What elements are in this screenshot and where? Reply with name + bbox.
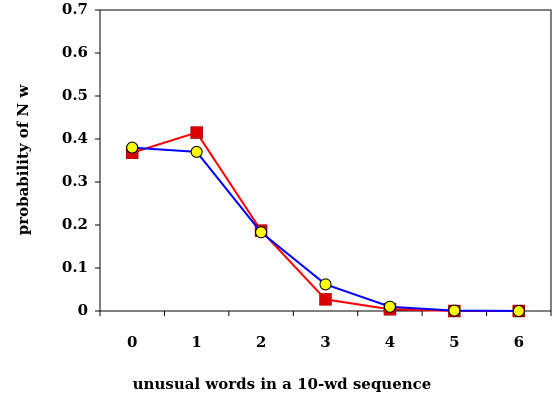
x-tick-label: 3 [320, 333, 330, 351]
marker [512, 305, 525, 317]
y-tick-label: 0.2 [62, 215, 88, 233]
x-tick-label: 5 [449, 333, 459, 351]
y-axis-label: probability of N w [14, 84, 32, 236]
y-tick-label: 0.1 [62, 258, 88, 276]
marker [190, 126, 203, 139]
x-tick-label: 1 [191, 333, 201, 351]
x-tick-label: 4 [385, 333, 395, 351]
y-tick-label: 0.4 [62, 129, 88, 147]
y-tick-label: 0.3 [62, 172, 88, 190]
marker [448, 304, 461, 317]
plot-frame [99, 9, 552, 312]
x-axis-label: unusual words in a 10-wd sequence [133, 375, 432, 393]
marker [126, 141, 139, 154]
marker [383, 300, 396, 313]
marker [319, 293, 332, 306]
y-tick-label: 0 [78, 301, 88, 319]
marker [190, 145, 203, 158]
marker [255, 226, 268, 239]
y-tick-label: 0.5 [62, 86, 88, 104]
y-tick-label: 0.7 [62, 0, 88, 18]
marker [319, 278, 332, 291]
y-tick-label: 0.6 [62, 43, 88, 61]
x-tick-label: 6 [514, 333, 524, 351]
x-tick-label: 0 [127, 333, 137, 351]
x-tick-label: 2 [256, 333, 266, 351]
